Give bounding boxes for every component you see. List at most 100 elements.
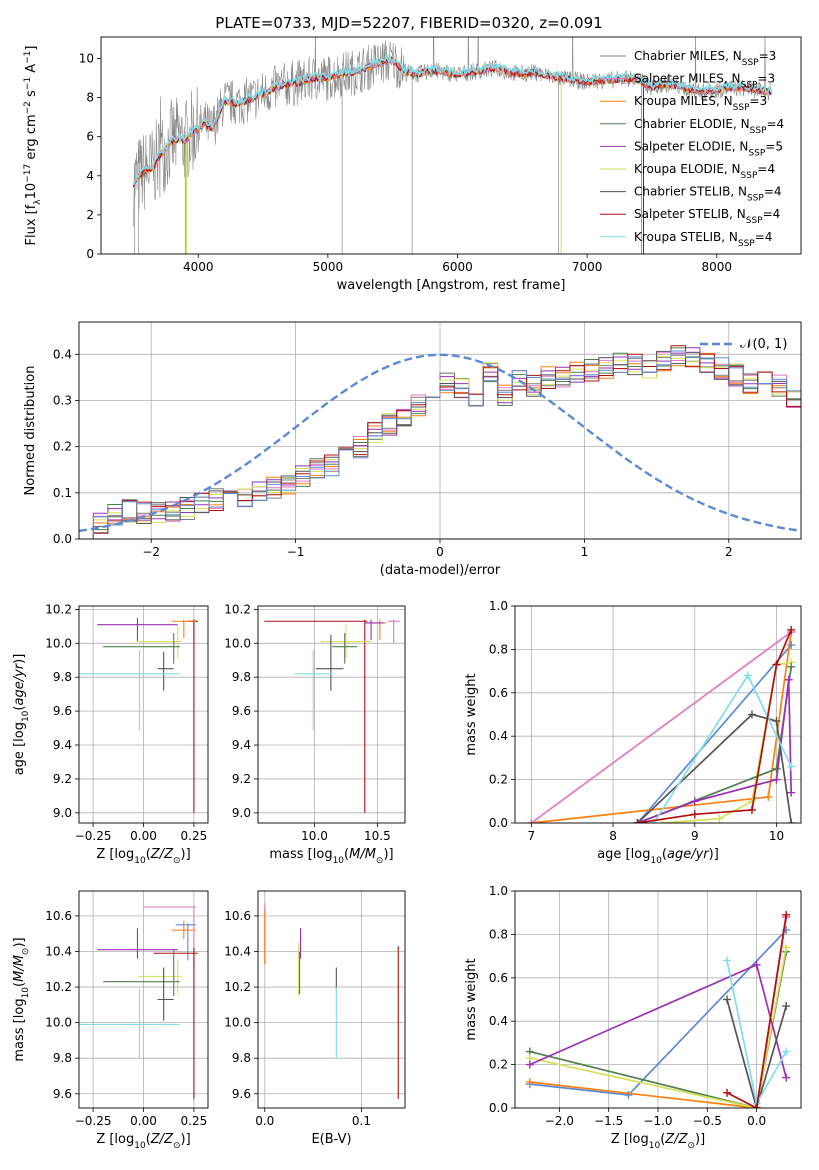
weight-marker	[772, 660, 781, 669]
label-part: Chabrier ELODIE, N	[634, 117, 750, 131]
y-tick-label: 9.8	[53, 1051, 72, 1065]
weight-marker	[772, 764, 781, 773]
label-part: Z [log	[96, 847, 134, 862]
x-tick-label: −2	[142, 545, 160, 559]
label-part: SSP	[746, 216, 763, 226]
label-part: )]	[12, 937, 27, 947]
y-tick-label: 2	[86, 208, 94, 222]
axes-spectrum: 4000 5000 6000 7000 8000 0 2 4 6 8 10 wavelength [A…	[23, 36, 802, 293]
plot-area-age_vs_mass	[264, 619, 400, 813]
y-tick-label: 9.0	[232, 806, 251, 820]
x-tick-label: 0.00	[130, 829, 157, 843]
x-axis-label: mass [log10(M/M⊙)]	[269, 847, 393, 866]
label-part: (	[12, 706, 27, 711]
y-tick-label: 9.4	[232, 738, 251, 752]
label-part: (	[12, 982, 27, 987]
axes-residuals: −2 −1 0 1 2 0.0 0.1 0.2 0.3 0.4 (data-model)/error…	[23, 321, 802, 578]
x-axis-label: (data-model)/error	[380, 563, 501, 578]
label-part: SSP	[747, 194, 764, 204]
plot-area-residuals	[79, 345, 801, 539]
axes-mass_vs_Z: −0.25 0.00 0.25 9.6 9.8 10.0 10.2 10.4 10.6 Z [lo…	[12, 890, 209, 1151]
errorbar-point	[157, 651, 174, 691]
plot-area-age_vs_Z	[79, 617, 198, 813]
label-part: ⊙	[687, 1141, 695, 1151]
label-part: age [log	[597, 847, 650, 862]
weight-marker	[690, 810, 699, 819]
x-tick-label: 0.25	[181, 1114, 208, 1128]
y-tick-label: 4	[86, 169, 94, 183]
plot-area-mass_vs_ebv	[264, 903, 399, 1100]
label-part: =3	[759, 49, 777, 63]
label-part: mass [log	[269, 847, 332, 862]
x-tick-label: 0.0	[747, 1114, 766, 1128]
weight-marker	[782, 1047, 791, 1056]
axes-frame	[78, 890, 209, 1109]
x-axis-label: age [log10(age/yr)]	[597, 847, 719, 866]
y-tick-label: 10.2	[224, 602, 251, 616]
errorbar-point	[315, 634, 344, 691]
chart-title: PLATE=0733, MJD=52207, FIBERID=0320, z=0…	[215, 14, 602, 32]
errorbar-point	[294, 650, 333, 730]
label-part: wavelength [Angstrom, rest frame]	[337, 278, 566, 293]
grid-mass_vs_Z	[79, 891, 208, 1108]
weight-marker	[525, 1060, 534, 1069]
errorbar-point	[171, 619, 196, 639]
weight-marker	[747, 797, 756, 806]
x-axis-label: wavelength [Angstrom, rest frame]	[337, 278, 566, 293]
axes-frame	[78, 321, 802, 540]
label-part: age [log	[12, 722, 27, 775]
label-part: (data-model)/error	[380, 563, 501, 578]
weight-marker	[723, 956, 732, 965]
weight-line	[529, 947, 788, 1108]
errorbar-point	[103, 949, 180, 996]
y-tick-label: 10.0	[224, 1016, 251, 1030]
label-part: λ	[33, 199, 43, 205]
y-tick-label: 0.8	[489, 927, 508, 941]
grid-massweight_vs_Z	[515, 890, 801, 1109]
weight-line	[530, 631, 792, 823]
y-axis-label: mass weight	[464, 673, 479, 755]
plot-area-mass_vs_Z	[79, 905, 198, 1100]
legend-label: Kroupa ELODIE, NSSP=4	[634, 162, 775, 181]
histogram-step	[79, 350, 801, 539]
x-tick-label: 10.0	[301, 829, 328, 843]
x-tick-label: −0.5	[693, 1114, 722, 1128]
label-part: SSP	[741, 81, 758, 91]
label-part: (	[146, 847, 151, 862]
y-tick-label: 0.4	[489, 1014, 508, 1028]
y-tick-label: 9.2	[53, 772, 72, 786]
y-tick-label: 10.0	[224, 636, 251, 650]
weight-marker	[772, 775, 781, 784]
plot-area-spectrum	[132, 37, 772, 254]
weight-marker	[752, 1104, 761, 1108]
errorbar-point	[79, 650, 180, 730]
y-tick-label: 0.0	[53, 532, 72, 546]
weight-marker	[525, 1077, 534, 1086]
y-tick-label: 10.2	[224, 980, 251, 994]
y-tick-label: 9.6	[232, 1087, 251, 1101]
weight-marker	[772, 717, 781, 726]
normal-legend-label: 𝒩(0, 1)	[740, 337, 787, 352]
y-tick-label: 1.0	[489, 599, 508, 613]
label-part: mass weight	[464, 673, 479, 755]
label-part: 10	[21, 987, 31, 999]
x-tick-label: 1	[581, 545, 589, 559]
y-tick-label: 0.2	[489, 1058, 508, 1072]
plot-area-massweight_vs_age	[527, 625, 796, 823]
weight-marker	[787, 641, 796, 650]
errorbar-point	[137, 958, 182, 995]
label-part: Chabrier STELIB, N	[634, 185, 747, 199]
y-tick-label: 0.4	[53, 347, 72, 361]
weight-line	[726, 914, 788, 1108]
x-tick-label: 8	[609, 829, 617, 843]
y-tick-label: 0.1	[53, 486, 72, 500]
y-tick-label: 0.6	[489, 971, 508, 985]
label-part: SSP	[741, 171, 758, 181]
x-tick-label: −1.5	[594, 1114, 623, 1128]
axes-frame	[78, 605, 209, 824]
label-part: ⊙	[21, 948, 31, 956]
legend-label: Chabrier MILES, NSSP=3	[634, 49, 776, 68]
x-tick-label: 0.1	[352, 1114, 371, 1128]
label-part: =4	[757, 162, 775, 176]
histogram-step	[79, 352, 801, 539]
